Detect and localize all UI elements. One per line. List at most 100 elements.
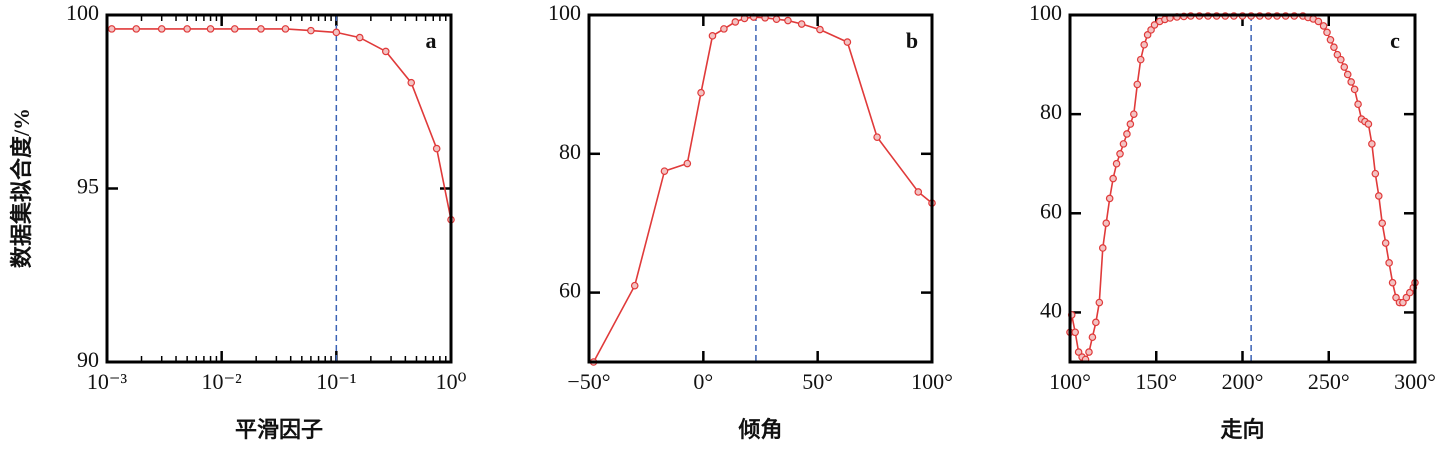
data-point [660, 167, 669, 175]
data-point [1109, 174, 1117, 183]
data-point [1136, 55, 1145, 64]
data-point [257, 25, 265, 33]
data-point [157, 25, 166, 33]
y-tick-label: 100 [66, 0, 99, 25]
x-tick-label: 0° [693, 369, 713, 394]
data-point [1392, 293, 1400, 302]
data-point [1088, 333, 1097, 342]
data-point [816, 25, 824, 34]
data-line [111, 28, 452, 220]
data-point [1130, 110, 1138, 118]
data-point [1126, 120, 1135, 128]
data-point [1314, 17, 1323, 26]
data-point [332, 28, 341, 37]
data-point [1402, 293, 1411, 302]
y-tick-label: 60 [559, 278, 581, 303]
data-point [1340, 63, 1349, 71]
data-point [183, 25, 191, 33]
data-point [784, 16, 792, 25]
x-tick-label: 200° [1222, 369, 1264, 394]
y-tick-label: 100 [548, 0, 581, 25]
x-tick-label: 100° [1049, 369, 1091, 394]
data-point [873, 133, 881, 141]
data-point [1074, 348, 1083, 356]
data-point [1385, 259, 1393, 267]
data-point [1085, 348, 1093, 356]
data-point [1354, 100, 1362, 109]
data-point [1092, 318, 1100, 327]
data-point [230, 25, 239, 33]
data-point [1133, 80, 1142, 89]
data-point [1150, 21, 1159, 29]
data-point [1330, 43, 1338, 52]
data-point [797, 20, 806, 28]
data-point [107, 25, 116, 33]
data-point [307, 26, 315, 35]
x-tick-label: 50° [802, 369, 833, 394]
data-point [1350, 85, 1359, 94]
data-point [772, 15, 781, 23]
data-point [1399, 298, 1407, 307]
data-point [1406, 288, 1414, 297]
data-point [1364, 120, 1373, 128]
data-point [683, 159, 692, 168]
data-point [1319, 22, 1328, 30]
panel-label: a [426, 28, 437, 53]
y-tick-label: 60 [1040, 198, 1062, 223]
data-point [432, 144, 441, 153]
x-tick-label: 300° [1394, 369, 1436, 394]
panel-label: b [906, 28, 918, 53]
data-point [1140, 40, 1148, 49]
data-point [1343, 70, 1352, 79]
y-tick-label: 80 [559, 139, 581, 164]
data-point [1388, 278, 1397, 287]
plot-frame [105, 13, 453, 364]
plot-frame [587, 13, 934, 364]
data-point [914, 188, 923, 196]
data-point [1337, 55, 1345, 64]
data-point [1326, 35, 1335, 44]
x-axis-label: 平滑因子 [235, 417, 323, 442]
data-point [720, 25, 728, 33]
data-point [630, 281, 639, 290]
data-point [1123, 130, 1131, 138]
data-point [731, 18, 740, 26]
x-tick-label: 150° [1135, 369, 1177, 394]
x-tick-label: 10⁻² [202, 369, 243, 394]
data-point [1323, 28, 1331, 37]
data-point [1071, 328, 1079, 337]
x-tick-label: 10⁻¹ [316, 369, 356, 394]
data-point [1371, 169, 1380, 178]
data-point [206, 25, 215, 33]
data-point [1143, 31, 1152, 39]
data-point [1095, 298, 1104, 307]
data-point [1112, 159, 1121, 168]
data-point [1374, 192, 1383, 200]
x-tick-label: 10⁻³ [87, 369, 128, 394]
data-point [1102, 219, 1111, 228]
data-point [407, 78, 416, 87]
data-line [592, 16, 933, 363]
data-point [1381, 239, 1390, 247]
data-point [1147, 26, 1155, 34]
data-point [132, 25, 141, 33]
data-point [1119, 140, 1128, 148]
data-point [1347, 78, 1355, 86]
plot-frame [1068, 13, 1417, 364]
y-tick-label: 100 [1029, 0, 1062, 25]
y-tick-label: 40 [1040, 297, 1062, 322]
data-point [843, 38, 852, 46]
data-point [1116, 150, 1124, 158]
data-point [1378, 219, 1387, 228]
data-line [1069, 15, 1416, 361]
data-point [281, 25, 290, 33]
data-point [1333, 50, 1342, 59]
data-point [708, 32, 717, 40]
x-tick-label: −50° [567, 369, 610, 394]
x-axis-label: 倾角 [737, 417, 782, 442]
y-tick-label: 80 [1040, 99, 1062, 124]
y-tick-label: 90 [77, 347, 99, 372]
x-tick-label: 100° [911, 369, 953, 394]
x-tick-label: 10⁰ [436, 369, 467, 394]
